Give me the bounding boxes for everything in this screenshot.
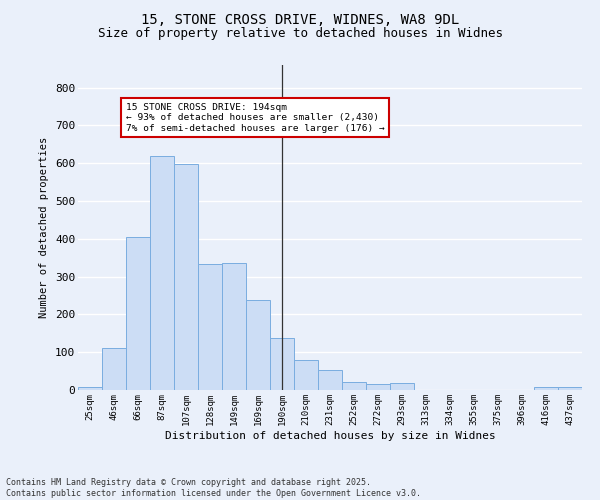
Y-axis label: Number of detached properties: Number of detached properties [40, 137, 49, 318]
Bar [150, 156, 174, 390]
Text: Size of property relative to detached houses in Widnes: Size of property relative to detached ho… [97, 28, 503, 40]
Bar [102, 348, 126, 390]
Bar [318, 370, 342, 390]
Bar [390, 383, 414, 390]
Bar [174, 164, 198, 390]
Bar [294, 360, 318, 390]
Text: 15, STONE CROSS DRIVE, WIDNES, WA8 9DL: 15, STONE CROSS DRIVE, WIDNES, WA8 9DL [141, 12, 459, 26]
Bar [534, 387, 558, 390]
Bar [366, 384, 390, 390]
Bar [126, 237, 150, 390]
Bar [222, 264, 246, 390]
Text: Contains HM Land Registry data © Crown copyright and database right 2025.
Contai: Contains HM Land Registry data © Crown c… [6, 478, 421, 498]
Bar [558, 387, 582, 390]
Bar [342, 382, 366, 390]
Bar [270, 338, 294, 390]
Text: 15 STONE CROSS DRIVE: 194sqm
← 93% of detached houses are smaller (2,430)
7% of : 15 STONE CROSS DRIVE: 194sqm ← 93% of de… [126, 103, 385, 132]
Bar [78, 388, 102, 390]
Bar [246, 300, 270, 390]
Bar [198, 264, 222, 390]
X-axis label: Distribution of detached houses by size in Widnes: Distribution of detached houses by size … [164, 430, 496, 440]
